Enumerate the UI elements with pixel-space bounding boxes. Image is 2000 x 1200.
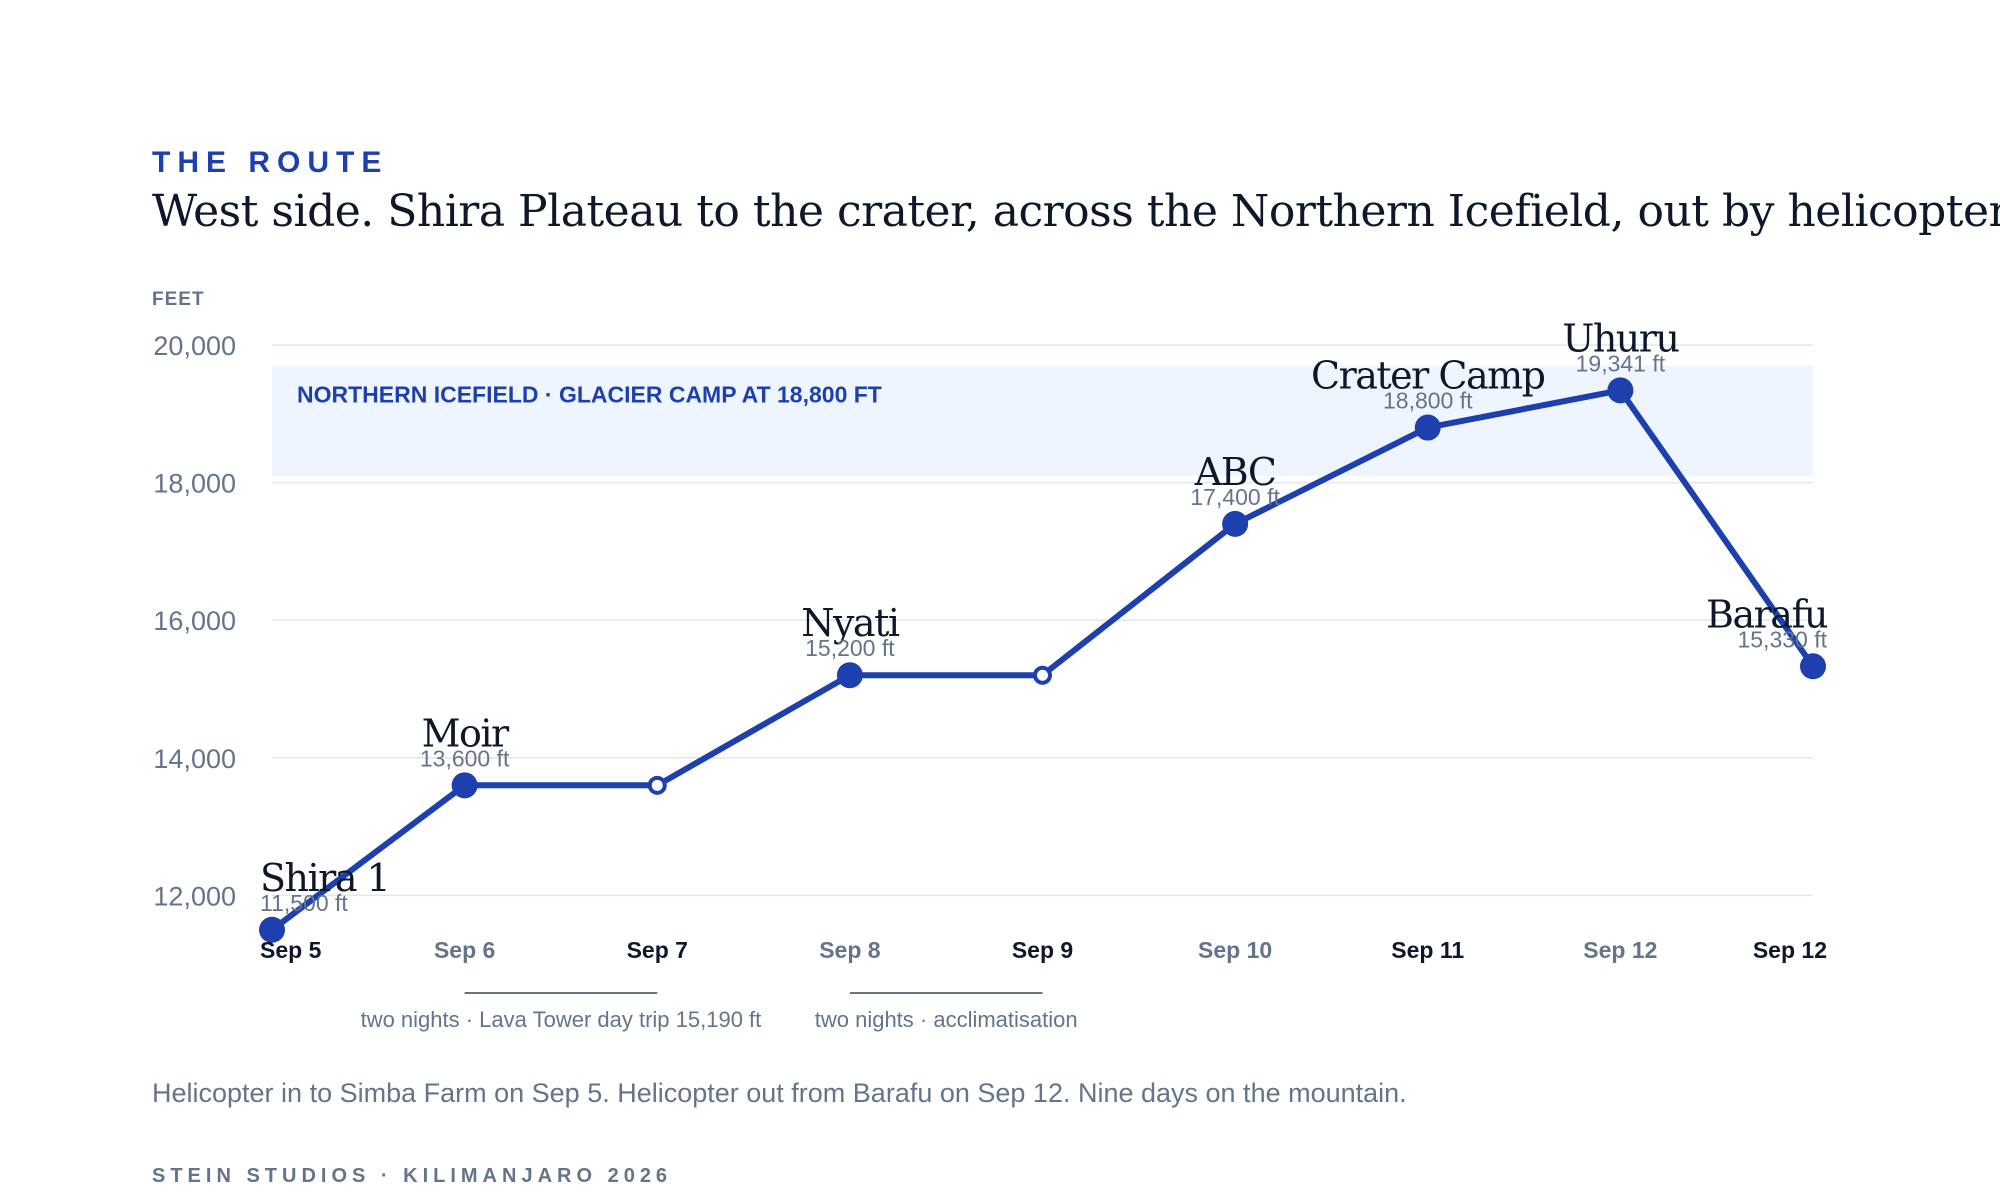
camp-name-label: Moir	[422, 711, 510, 755]
y-axis-label: FEET	[152, 289, 205, 310]
elevation-value-label: 13,600 ft	[420, 745, 510, 771]
northern-icefield-band	[272, 365, 1813, 476]
rest-day-point	[1033, 665, 1052, 685]
x-tick-label: Sep 8	[819, 937, 881, 963]
camp-point	[451, 772, 478, 799]
y-tick-label: 20,000	[153, 331, 236, 361]
elevation-value-label: 17,400 ft	[1190, 484, 1280, 510]
y-tick-label: 14,000	[153, 744, 236, 774]
camp-name-label: Barafu	[1706, 592, 1828, 636]
camp-name-label: ABC	[1194, 450, 1276, 494]
elevation-value-label: 15,330 ft	[1737, 626, 1827, 652]
x-tick-label: Sep 7	[627, 937, 688, 963]
x-tick-label: Sep 9	[1012, 937, 1073, 963]
span-note: two nights · acclimatisation	[815, 1007, 1078, 1032]
elevation-value-label: 19,341 ft	[1576, 350, 1666, 376]
x-tick-label: Sep 5	[260, 937, 322, 963]
camp-point	[259, 916, 285, 943]
page-title: West side. Shira Plateau to the crater, …	[152, 186, 2000, 237]
x-tick-label: Sep 6	[434, 937, 495, 963]
x-tick-label: Sep 12	[1583, 937, 1657, 963]
rest-day-point	[647, 775, 667, 795]
x-tick-label: Sep 12	[1753, 937, 1827, 963]
footer-credit: STEIN STUDIOS · KILIMANJARO 2026	[152, 1165, 673, 1187]
camp-name-label: Shira 1	[260, 856, 389, 900]
camp-point	[1800, 653, 1826, 680]
span-note: two nights · Lava Tower day trip 15,190 …	[361, 1007, 762, 1032]
x-tick-label: Sep 11	[1391, 937, 1464, 963]
elevation-value-label: 11,500 ft	[260, 890, 348, 916]
band-label: NORTHERN ICEFIELD · GLACIER CAMP AT 18,8…	[297, 382, 882, 408]
y-tick-label: 12,000	[153, 881, 236, 911]
camp-point	[1414, 414, 1441, 441]
y-tick-label: 18,000	[153, 469, 236, 499]
camp-point	[836, 662, 863, 689]
elevation-value-label: 18,800 ft	[1383, 388, 1473, 414]
x-tick-label: Sep 10	[1198, 937, 1272, 963]
chart-caption: Helicopter in to Simba Farm on Sep 5. He…	[152, 1078, 1407, 1108]
camp-name-label: Crater Camp	[1311, 354, 1545, 398]
section-eyebrow: THE ROUTE	[152, 146, 389, 179]
elevation-value-label: 15,200 ft	[805, 635, 895, 661]
camp-name-label: Uhuru	[1562, 316, 1679, 360]
camp-point	[1607, 377, 1634, 404]
camp-point	[1222, 510, 1249, 537]
camp-name-label: Nyati	[801, 601, 900, 645]
y-tick-label: 16,000	[153, 606, 236, 636]
